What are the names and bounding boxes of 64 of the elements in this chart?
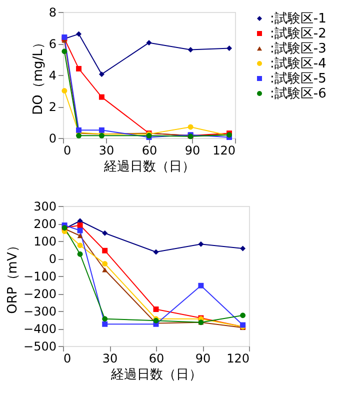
point	[77, 228, 83, 234]
y-tick-label: −400	[24, 322, 56, 336]
y-tick-label: 300	[34, 200, 56, 214]
point	[76, 66, 82, 72]
x-tick-label: 90	[184, 144, 200, 158]
y-tick-label: 4	[48, 68, 56, 82]
point	[77, 251, 83, 257]
point	[102, 268, 108, 272]
y-tick-label: −100	[24, 270, 56, 284]
point	[98, 94, 104, 100]
x-tick-label: 90	[195, 352, 211, 366]
x-tick-label: 0	[64, 144, 72, 158]
point	[77, 242, 83, 248]
y-tick-label: −200	[24, 287, 56, 301]
point	[62, 48, 68, 54]
y-tick-label: 6	[48, 37, 56, 51]
point	[102, 230, 108, 236]
y-tick-label: −500	[24, 340, 56, 354]
x-tick-label: 60	[148, 352, 164, 366]
point	[102, 321, 108, 327]
x-axis-title: 経過日数（日）	[103, 160, 195, 174]
point	[146, 40, 152, 46]
point	[62, 88, 68, 94]
point	[76, 132, 82, 138]
legend-label: :試験区-5	[270, 72, 326, 86]
y-tick-label: 200	[34, 217, 56, 231]
x-tick-label: 60	[142, 144, 158, 158]
y-tick-label: −300	[24, 304, 56, 318]
point	[98, 127, 104, 133]
point	[153, 306, 159, 312]
point	[198, 282, 204, 288]
y-tick-label: 8	[48, 6, 56, 20]
point	[77, 222, 83, 228]
x-tick-label: 120	[226, 352, 250, 366]
legend-label: :試験区-6	[270, 86, 326, 102]
y-axis-title: DO（mg/L）	[30, 36, 46, 115]
legend-label: :試験区-3	[270, 42, 326, 56]
y-tick-label: 100	[34, 234, 56, 248]
point	[226, 45, 232, 51]
point	[102, 248, 108, 254]
x-tick-label: 0	[64, 352, 72, 366]
y-tick-label: 2	[48, 100, 56, 114]
point	[98, 71, 104, 77]
point	[153, 249, 159, 255]
y-axis-title: ORP（mV）	[6, 239, 21, 314]
point	[240, 312, 246, 318]
point	[198, 241, 204, 247]
legend-label: :試験区-4	[270, 56, 326, 72]
x-tick-label: 120	[212, 144, 236, 158]
x-tick-label: 30	[98, 144, 114, 158]
legend-label: :試験区-1	[270, 12, 326, 26]
point	[102, 261, 108, 266]
y-tick-label: 0	[48, 252, 56, 266]
x-tick-label: 30	[102, 352, 118, 366]
y-tick-label: 0	[48, 132, 56, 146]
point	[188, 124, 194, 130]
x-axis-title: 経過日数（日）	[110, 368, 202, 382]
legend-label: :試験区-2	[270, 26, 326, 42]
point	[77, 233, 83, 238]
point	[76, 127, 82, 133]
point	[188, 47, 194, 53]
point	[76, 31, 82, 37]
point	[240, 246, 246, 252]
point	[102, 316, 108, 322]
